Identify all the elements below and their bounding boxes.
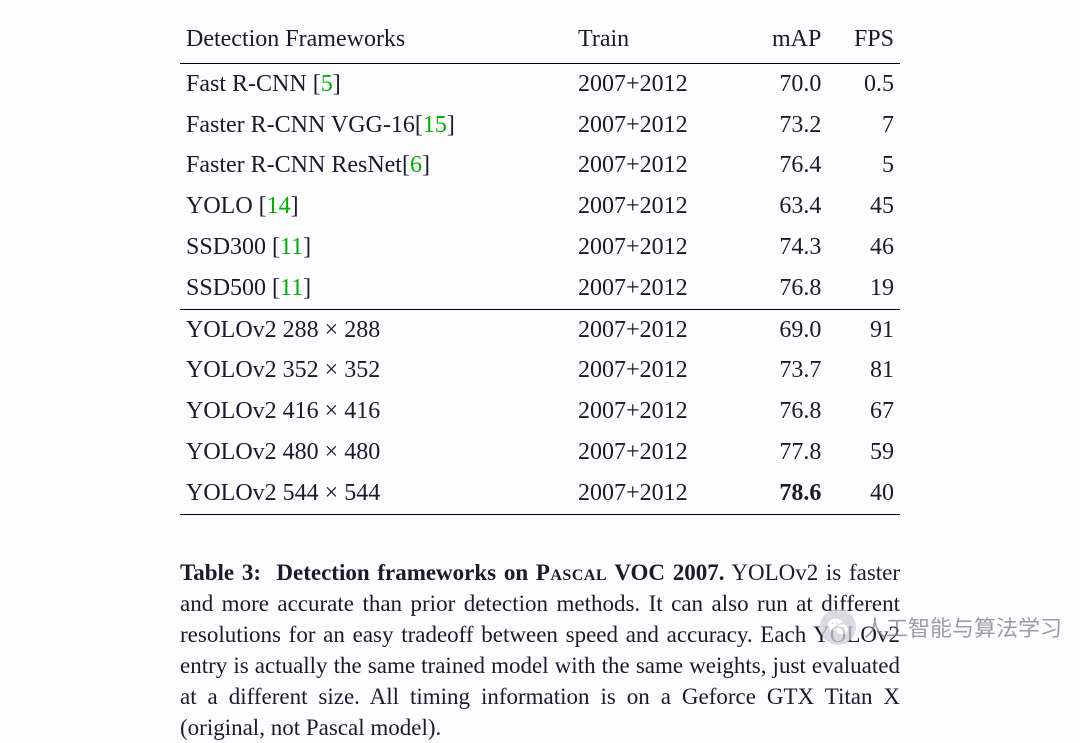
cell-name: YOLOv2 288 × 288 <box>180 309 572 350</box>
cell-map: 73.2 <box>742 105 828 146</box>
citation-ref: 5 <box>321 71 333 97</box>
cell-map: 73.7 <box>742 350 828 391</box>
table-row: SSD500 [11] 2007+2012 76.8 19 <box>180 268 900 309</box>
cell-map: 76.8 <box>742 391 828 432</box>
table-caption: Table 3: Detection frameworks on Pascal … <box>180 557 900 743</box>
cell-name: Faster R-CNN ResNet[6] <box>180 145 572 186</box>
citation-ref: 11 <box>280 234 303 260</box>
table-row: YOLOv2 352 × 352 2007+2012 73.7 81 <box>180 350 900 391</box>
col-map: mAP <box>742 18 828 63</box>
cell-map: 70.0 <box>742 63 828 104</box>
col-train: Train <box>572 18 742 63</box>
cell-map: 77.8 <box>742 432 828 473</box>
table-row: YOLOv2 544 × 544 2007+2012 78.6 40 <box>180 473 900 514</box>
table-row: YOLOv2 416 × 416 2007+2012 76.8 67 <box>180 391 900 432</box>
cell-name: YOLOv2 480 × 480 <box>180 432 572 473</box>
cell-train: 2007+2012 <box>572 350 742 391</box>
citation-ref: 6 <box>410 152 422 178</box>
table-header-row: Detection Frameworks Train mAP FPS <box>180 18 900 63</box>
table-row: Faster R-CNN VGG-16[15] 2007+2012 73.2 7 <box>180 105 900 146</box>
cell-train: 2007+2012 <box>572 391 742 432</box>
table-row: Faster R-CNN ResNet[6] 2007+2012 76.4 5 <box>180 145 900 186</box>
cell-fps: 59 <box>827 432 900 473</box>
cell-map: 78.6 <box>742 473 828 514</box>
citation-ref: 15 <box>423 112 447 138</box>
citation-ref: 11 <box>280 275 303 301</box>
cell-fps: 67 <box>827 391 900 432</box>
cell-train: 2007+2012 <box>572 309 742 350</box>
col-fps: FPS <box>827 18 900 63</box>
cell-train: 2007+2012 <box>572 105 742 146</box>
paper-page: Detection Frameworks Train mAP FPS Fast … <box>0 0 1080 743</box>
cell-name: Faster R-CNN VGG-16[15] <box>180 105 572 146</box>
cell-map: 76.8 <box>742 268 828 309</box>
cell-fps: 91 <box>827 309 900 350</box>
cell-name: YOLOv2 352 × 352 <box>180 350 572 391</box>
cell-map: 74.3 <box>742 227 828 268</box>
cell-fps: 19 <box>827 268 900 309</box>
table-row: YOLOv2 480 × 480 2007+2012 77.8 59 <box>180 432 900 473</box>
cell-name: Fast R-CNN [5] <box>180 63 572 104</box>
cell-train: 2007+2012 <box>572 186 742 227</box>
table-row: Fast R-CNN [5] 2007+2012 70.0 0.5 <box>180 63 900 104</box>
citation-ref: 14 <box>267 193 291 219</box>
cell-map: 69.0 <box>742 309 828 350</box>
cell-fps: 40 <box>827 473 900 514</box>
cell-name: SSD300 [11] <box>180 227 572 268</box>
cell-fps: 81 <box>827 350 900 391</box>
cell-fps: 7 <box>827 105 900 146</box>
caption-body: YOLOv2 is faster and more accurate than … <box>180 560 900 740</box>
cell-fps: 0.5 <box>827 63 900 104</box>
table-row: SSD300 [11] 2007+2012 74.3 46 <box>180 227 900 268</box>
cell-map: 76.4 <box>742 145 828 186</box>
cell-fps: 45 <box>827 186 900 227</box>
cell-name: SSD500 [11] <box>180 268 572 309</box>
cell-train: 2007+2012 <box>572 473 742 514</box>
cell-train: 2007+2012 <box>572 63 742 104</box>
cell-name: YOLOv2 544 × 544 <box>180 473 572 514</box>
cell-train: 2007+2012 <box>572 432 742 473</box>
col-frameworks: Detection Frameworks <box>180 18 572 63</box>
cell-train: 2007+2012 <box>572 227 742 268</box>
table-row: YOLO [14] 2007+2012 63.4 45 <box>180 186 900 227</box>
cell-fps: 5 <box>827 145 900 186</box>
cell-name: YOLO [14] <box>180 186 572 227</box>
results-table: Detection Frameworks Train mAP FPS Fast … <box>180 18 900 515</box>
cell-train: 2007+2012 <box>572 145 742 186</box>
caption-lead: Table 3: <box>180 560 261 585</box>
table-row: YOLOv2 288 × 288 2007+2012 69.0 91 <box>180 309 900 350</box>
cell-train: 2007+2012 <box>572 268 742 309</box>
cell-map: 63.4 <box>742 186 828 227</box>
cell-fps: 46 <box>827 227 900 268</box>
caption-title: Detection frameworks on Pascal VOC 2007. <box>276 560 724 585</box>
cell-name: YOLOv2 416 × 416 <box>180 391 572 432</box>
